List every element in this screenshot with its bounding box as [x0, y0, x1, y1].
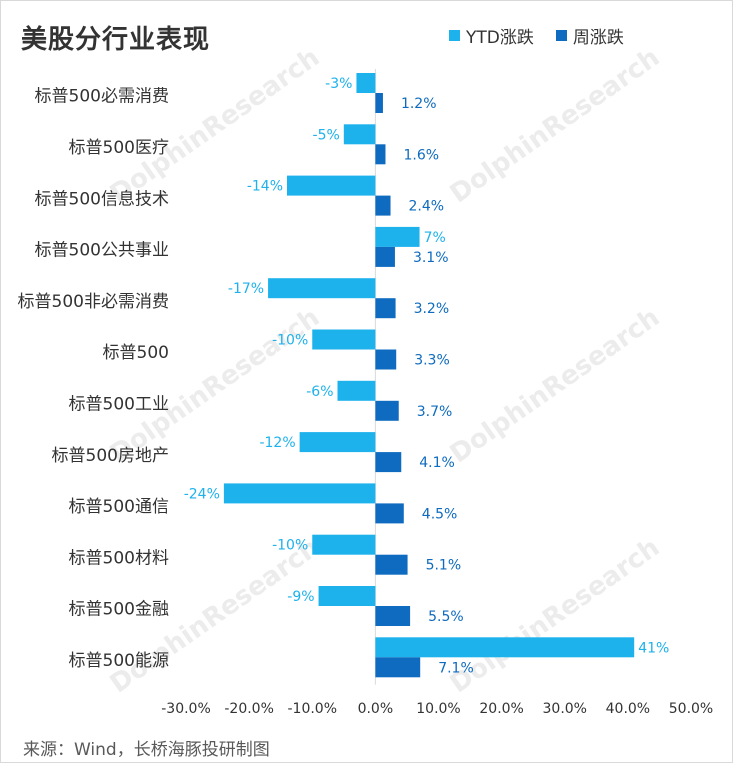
source-note: 来源：Wind，长桥海豚投研制图 — [23, 740, 270, 760]
ytd-data-label: -6% — [306, 384, 333, 400]
ytd-bar — [312, 329, 376, 350]
category-label: 标普500必需消费 — [35, 87, 169, 107]
category-label: 标普500房地产 — [52, 446, 169, 466]
weekly-data-label: 7.1% — [438, 660, 474, 676]
category-label: 标普500金融 — [69, 600, 169, 620]
x-tick-label: 50.0% — [669, 701, 713, 717]
ytd-data-label: -12% — [259, 435, 295, 451]
weekly-data-label: 5.1% — [426, 558, 462, 574]
ytd-data-label: -5% — [313, 127, 340, 143]
weekly-data-label: 1.6% — [403, 147, 439, 163]
ytd-bar — [223, 483, 376, 504]
chart-title: 美股分行业表现 — [21, 25, 211, 55]
ytd-bar — [375, 226, 420, 247]
weekly-data-label: 4.1% — [419, 455, 455, 471]
ytd-data-label: -14% — [247, 179, 283, 195]
legend-swatch-ytd — [449, 30, 460, 41]
category-label: 标普500 — [103, 343, 169, 363]
category-label: 标普500医疗 — [69, 138, 169, 158]
legend: YTD涨跌 周涨跌 — [449, 23, 624, 48]
ytd-data-label: 41% — [638, 640, 669, 656]
weekly-bar — [375, 195, 391, 216]
weekly-bar — [375, 93, 383, 113]
ytd-data-label: 7% — [424, 230, 446, 246]
category-label: 标普500材料 — [69, 548, 169, 568]
x-tick-label: 40.0% — [606, 701, 650, 717]
x-tick-label: 30.0% — [543, 701, 587, 717]
weekly-data-label: 3.3% — [414, 353, 450, 369]
x-tick-label: 10.0% — [416, 701, 460, 717]
weekly-bar — [375, 657, 421, 678]
ytd-data-label: -3% — [325, 76, 352, 92]
ytd-bar — [356, 73, 376, 93]
ytd-data-label: -17% — [228, 281, 264, 297]
category-label: 标普500通信 — [69, 497, 169, 517]
weekly-bar — [375, 144, 386, 165]
weekly-bar — [375, 606, 411, 626]
category-label: 标普500能源 — [69, 651, 169, 671]
legend-item-ytd: YTD涨跌 — [449, 23, 534, 48]
ytd-bar — [337, 380, 376, 401]
category-label: 标普500公共事业 — [35, 241, 169, 261]
x-tick-label: -10.0% — [287, 701, 337, 717]
ytd-bar — [375, 637, 635, 658]
ytd-bar — [343, 124, 376, 145]
x-tick-label: -30.0% — [161, 701, 211, 717]
category-label: 标普500工业 — [69, 394, 169, 414]
weekly-data-label: 2.4% — [409, 199, 445, 215]
x-tick-label: -20.0% — [224, 701, 274, 717]
weekly-bar — [375, 349, 397, 370]
ytd-data-label: -10% — [272, 538, 308, 554]
weekly-data-label: 1.2% — [401, 96, 437, 112]
legend-swatch-weekly — [555, 30, 567, 41]
weekly-data-label: 4.5% — [422, 506, 458, 522]
ytd-bar — [287, 175, 376, 196]
category-label: 标普500非必需消费 — [18, 292, 169, 312]
weekly-bar — [375, 246, 395, 267]
weekly-bar — [375, 400, 399, 421]
ytd-bar — [318, 586, 376, 606]
weekly-bar — [375, 452, 402, 473]
ytd-data-label: -9% — [287, 589, 314, 605]
x-tick-label: 20.0% — [479, 701, 523, 717]
weekly-data-label: 5.5% — [428, 609, 464, 625]
weekly-data-label: 3.1% — [413, 250, 449, 266]
legend-item-weekly: 周涨跌 — [555, 23, 624, 48]
ytd-bar — [268, 278, 376, 299]
weekly-bar — [375, 503, 404, 524]
ytd-bar — [299, 432, 376, 453]
category-label: 标普500信息技术 — [35, 189, 169, 209]
legend-label-weekly: 周涨跌 — [572, 28, 624, 48]
weekly-bar — [375, 298, 396, 319]
weekly-data-label: 3.7% — [417, 404, 453, 420]
ytd-bar — [312, 534, 376, 555]
legend-label-ytd: YTD涨跌 — [466, 28, 534, 48]
ytd-data-label: -24% — [184, 486, 220, 502]
ytd-data-label: -10% — [272, 333, 308, 349]
weekly-data-label: 3.2% — [414, 301, 450, 317]
weekly-bar — [375, 554, 408, 575]
x-tick-label: 0.0% — [358, 701, 394, 717]
